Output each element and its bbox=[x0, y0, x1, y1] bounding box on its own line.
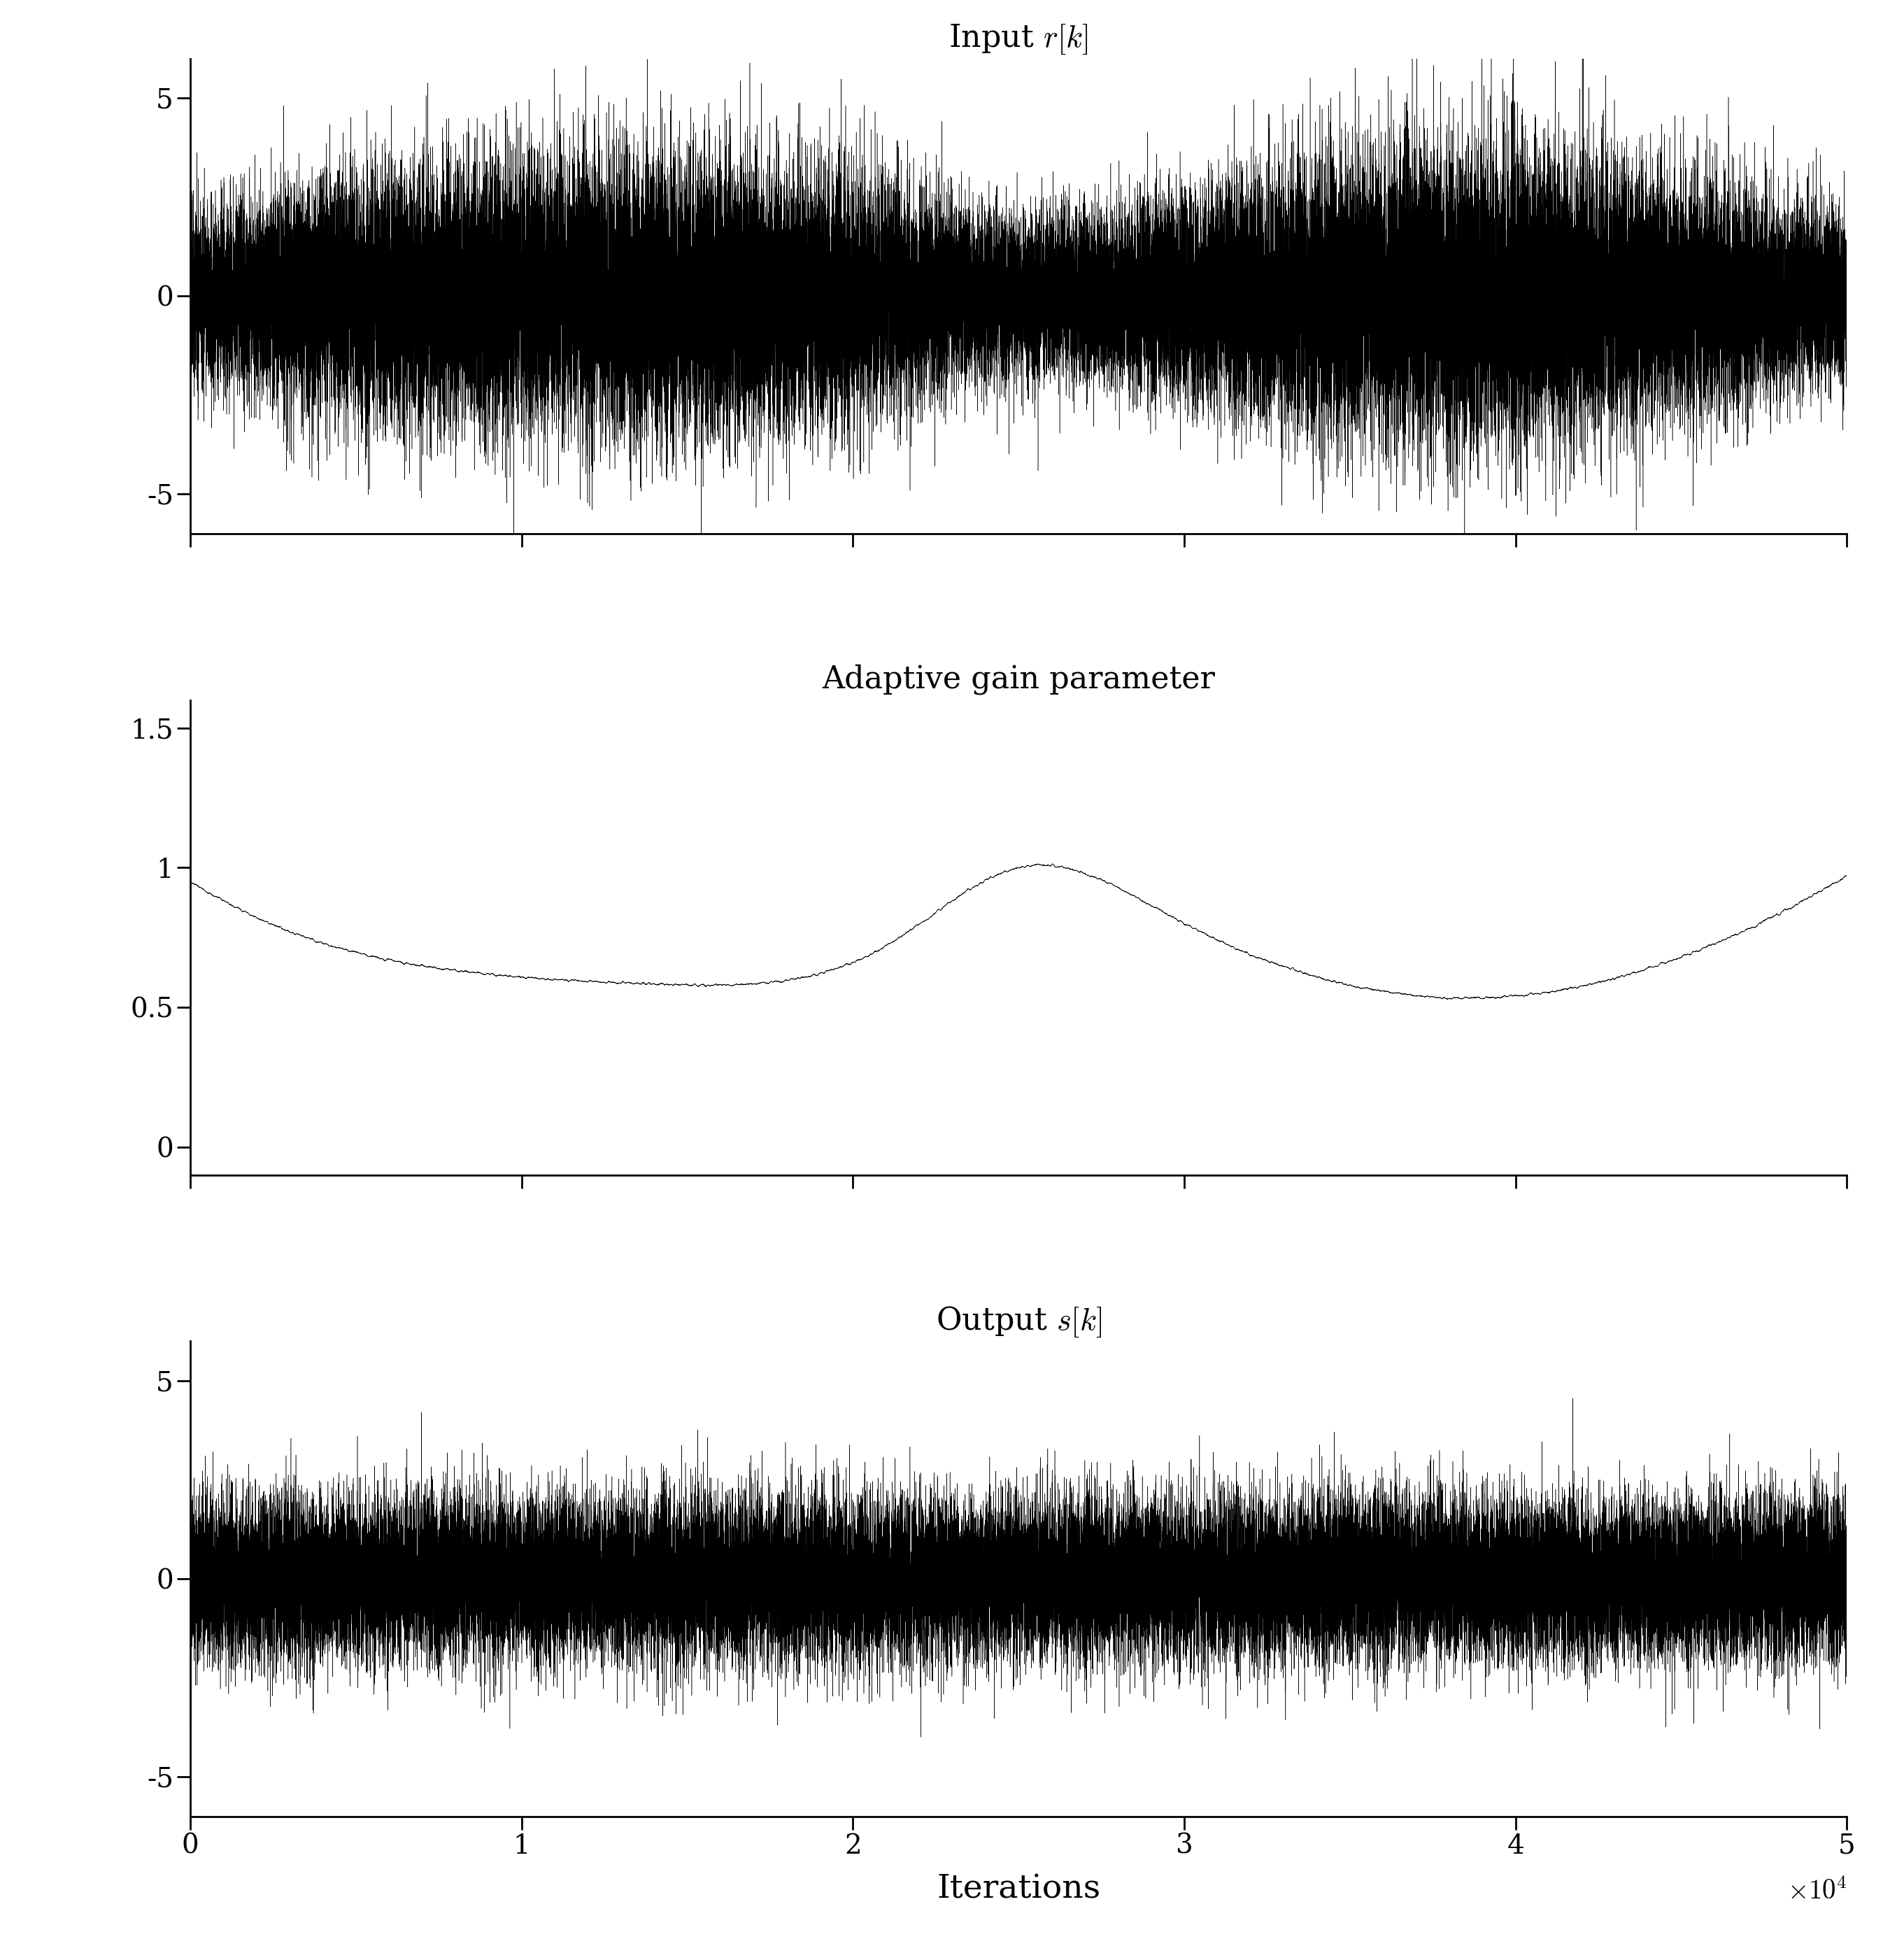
Title: Adaptive gain parameter: Adaptive gain parameter bbox=[823, 664, 1215, 695]
Title: Input $r[k]$: Input $r[k]$ bbox=[948, 21, 1089, 57]
Title: Output $s[k]$: Output $s[k]$ bbox=[935, 1305, 1102, 1340]
Text: $\times10^4$: $\times10^4$ bbox=[1788, 1879, 1847, 1904]
X-axis label: Iterations: Iterations bbox=[937, 1873, 1101, 1906]
